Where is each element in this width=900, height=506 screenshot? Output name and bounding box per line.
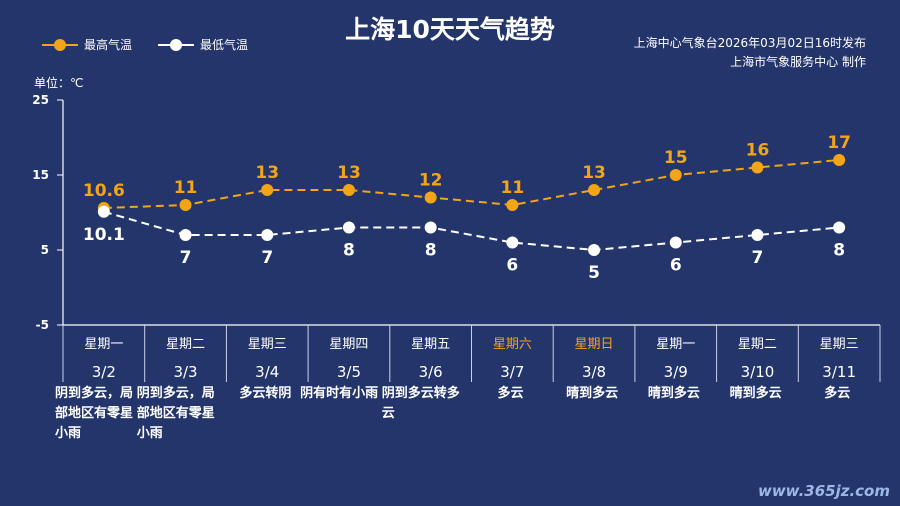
- y-tick-label: 25: [32, 93, 49, 107]
- data-point-1: [342, 221, 355, 234]
- legend-high: 最高气温: [42, 36, 132, 53]
- data-point-0: [751, 161, 764, 174]
- weekday-label: 星期三: [819, 337, 859, 352]
- data-label-1: 8: [343, 241, 355, 261]
- data-point-0: [506, 199, 519, 211]
- weather-description: 晴到多云: [647, 386, 700, 401]
- data-label-0: 13: [337, 163, 361, 183]
- data-point-1: [424, 221, 437, 234]
- legend-high-marker-icon: [42, 38, 78, 51]
- weather-description: 阴有时有小雨: [300, 386, 379, 401]
- y-tick-label: 15: [32, 168, 49, 182]
- date-label: 3/3: [173, 363, 198, 381]
- data-point-1: [751, 229, 764, 241]
- weekday-label: 星期六: [492, 337, 532, 352]
- legend-low-label: 最低气温: [200, 38, 249, 52]
- data-label-1: 5: [588, 263, 600, 283]
- date-label: 3/9: [663, 363, 688, 381]
- date-label: 3/5: [336, 363, 361, 381]
- data-label-0: 12: [419, 171, 443, 191]
- y-tick-label: -5: [36, 318, 49, 332]
- data-point-1: [833, 221, 846, 234]
- date-label: 3/7: [500, 363, 525, 381]
- data-label-0: 10.6: [83, 181, 125, 201]
- weekday-label: 星期日: [574, 337, 614, 352]
- day-column: 星期四 3/5: [308, 330, 390, 384]
- watermark: www.365jz.com: [757, 482, 890, 500]
- data-point-0: [342, 184, 355, 196]
- data-label-0: 16: [746, 141, 770, 161]
- date-label: 3/6: [418, 363, 443, 381]
- data-label-1: 8: [425, 241, 437, 261]
- data-label-1: 6: [506, 256, 518, 276]
- data-point-1: [506, 236, 519, 249]
- weekday-label: 星期二: [166, 337, 206, 352]
- weather-description: 晴到多云: [729, 386, 782, 401]
- data-label-1: 7: [752, 248, 764, 268]
- data-label-0: 17: [827, 133, 851, 153]
- date-label: 3/11: [822, 363, 856, 381]
- legend-low: 最低气温: [158, 36, 248, 53]
- weekday-label: 星期四: [329, 337, 369, 352]
- date-label: 3/10: [740, 363, 775, 381]
- day-column: 星期二 3/10: [717, 330, 799, 384]
- weather-description: 多云: [497, 386, 524, 401]
- date-label: 3/4: [255, 363, 280, 381]
- series-line-0: [103, 159, 840, 209]
- weekday-label: 星期一: [656, 337, 696, 352]
- data-point-1: [588, 244, 601, 256]
- date-label: 3/2: [91, 363, 116, 381]
- day-column: 星期五 3/6: [390, 330, 472, 384]
- data-label-1: 7: [180, 248, 192, 268]
- day-column: 星期六 3/7: [472, 330, 554, 384]
- page-title: 上海10天天气趋势: [345, 15, 555, 44]
- issuer-line-1: 上海中心气象台2026年03月02日16时发布: [633, 36, 866, 50]
- day-column: 星期一 3/9: [635, 330, 717, 384]
- day-column: 星期二 3/3: [145, 330, 227, 384]
- data-label-0: 11: [174, 178, 198, 198]
- data-label-0: 11: [501, 178, 525, 198]
- day-column: 星期一 3/2: [63, 330, 145, 384]
- legend-high-label: 最高气温: [84, 38, 133, 52]
- data-label-0: 15: [664, 148, 688, 168]
- data-label-1: 6: [670, 256, 682, 276]
- data-point-0: [424, 191, 437, 204]
- series-line-1: [103, 210, 840, 252]
- data-point-1: [261, 229, 274, 241]
- issuer-line-2: 上海市气象服务中心 制作: [730, 55, 866, 69]
- data-point-0: [588, 184, 601, 196]
- data-point-1: [179, 229, 192, 241]
- weather-description: 阴到多云，局部地区有零星小雨: [136, 386, 215, 441]
- data-label-0: 13: [582, 163, 606, 183]
- weekday-label: 星期二: [737, 337, 777, 352]
- data-label-1: 10.1: [83, 225, 125, 245]
- weather-description: 阴到多云，局部地区有零星小雨: [55, 386, 134, 441]
- day-column: 星期日 3/8: [553, 330, 635, 384]
- weather-description: 多云: [824, 386, 851, 401]
- data-point-0: [179, 199, 192, 211]
- weather-description: 多云转阴: [239, 386, 292, 401]
- date-label: 3/8: [581, 363, 607, 381]
- weekday-label: 星期一: [84, 337, 124, 352]
- data-point-1: [97, 205, 110, 218]
- data-label-1: 7: [261, 248, 273, 268]
- weather-description: 晴到多云: [566, 386, 619, 401]
- weekday-label: 星期五: [411, 337, 451, 352]
- data-point-0: [669, 169, 682, 181]
- data-point-1: [669, 236, 682, 249]
- weekday-label: 星期三: [247, 337, 287, 352]
- legend-low-marker-icon: [158, 38, 194, 51]
- day-column: 星期三 3/4: [226, 330, 308, 384]
- y-tick-label: 5: [41, 243, 49, 257]
- day-column: 星期三 3/11: [798, 330, 880, 384]
- data-point-0: [833, 154, 846, 166]
- data-point-0: [261, 184, 274, 196]
- data-label-0: 13: [255, 163, 279, 183]
- weather-description: 阴到多云转多云: [381, 386, 460, 421]
- data-label-1: 8: [833, 241, 845, 261]
- y-axis-unit: 单位：℃: [34, 76, 84, 90]
